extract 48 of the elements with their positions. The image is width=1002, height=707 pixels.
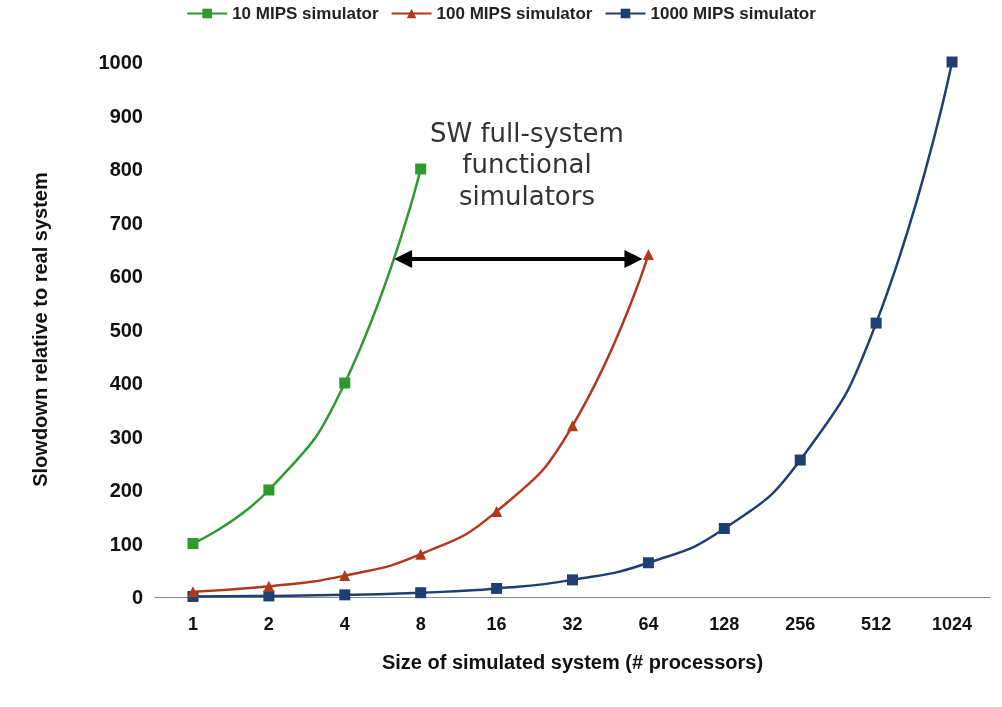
point [491,505,503,517]
point [187,538,199,549]
point [642,249,654,261]
x-tick-label: 256 [785,614,816,634]
point [415,587,427,599]
point [567,574,578,586]
x-axis-title: Size of simulated system (# processors) [381,651,764,673]
x-tick-label: 4 [339,614,350,634]
y-tick-label: 900 [109,104,143,127]
y-tick-label: 700 [109,211,143,234]
y-tick-label: 400 [109,372,143,394]
y-tick-label: 200 [109,479,143,501]
point [415,548,427,560]
annotation: SW full-system functional simulators [429,118,624,211]
point [263,484,275,496]
y-tick-label: 600 [109,265,143,287]
legend-label: 100 MIPS simulator [436,4,593,23]
point [339,570,351,582]
y-tick-label: 500 [109,318,143,341]
point [339,377,351,389]
point [567,420,578,432]
point [187,586,199,598]
y-tick-label: 300 [109,425,143,448]
point [415,163,427,175]
legend-label: 10 MIPS simulator [232,4,379,23]
x-tick-label: 8 [415,614,426,634]
legend-label: 1000 MIPS simulator [650,4,817,23]
x-tick-label: 1024 [932,614,973,634]
point [794,454,806,466]
point [642,557,654,569]
x-tick-label: 2 [263,614,274,634]
x-tick-label: 16 [486,614,507,634]
point [946,56,958,68]
x-tick-label: 64 [638,614,659,634]
y-axis-title: Slowdown relative to real system [29,172,51,487]
point [263,580,275,592]
x-tick-label: 32 [562,614,583,634]
point [718,523,730,535]
x-tick-label: 1 [187,614,198,634]
x-tick-label: 512 [861,614,892,634]
y-tick-label: 100 [109,532,143,555]
point [339,589,351,601]
point [870,317,882,329]
y-tick-label: 0 [131,586,143,608]
point [491,582,503,594]
y-tick-label: 1000 [98,51,143,73]
x-tick-label: 128 [709,614,740,634]
y-tick-label: 800 [109,158,143,180]
